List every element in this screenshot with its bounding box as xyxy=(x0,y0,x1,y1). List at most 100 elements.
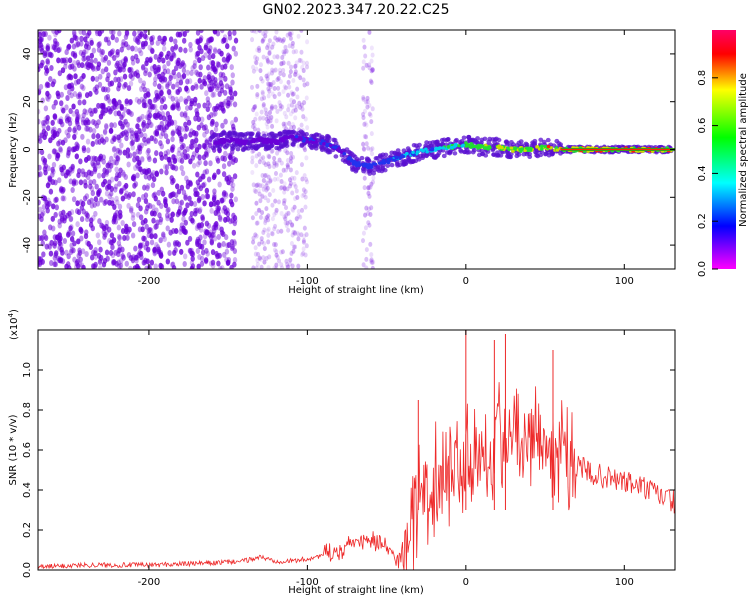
noise-speckle xyxy=(260,193,265,199)
noise-speckle xyxy=(266,174,271,180)
noise-speckle xyxy=(290,263,295,269)
noise-speckle xyxy=(250,84,255,90)
noise-speckle xyxy=(135,72,141,79)
noise-speckle xyxy=(86,169,92,176)
noise-speckle xyxy=(147,71,152,78)
noise-speckle xyxy=(362,185,367,191)
noise-speckle xyxy=(102,128,108,135)
noise-speckle xyxy=(251,119,256,125)
noise-speckle xyxy=(51,78,57,85)
noise-speckle xyxy=(361,262,366,268)
noise-speckle xyxy=(71,180,77,187)
noise-speckle xyxy=(81,147,87,154)
noise-speckle xyxy=(67,146,72,153)
noise-speckle xyxy=(168,36,174,43)
trace-halo xyxy=(350,167,355,172)
noise-speckle xyxy=(202,102,207,109)
trace-halo xyxy=(266,132,272,137)
noise-speckle xyxy=(189,250,194,257)
noise-speckle xyxy=(293,196,298,202)
noise-speckle xyxy=(255,56,260,62)
noise-speckle xyxy=(210,75,216,82)
noise-speckle xyxy=(277,157,282,163)
trace-point xyxy=(228,139,233,143)
noise-speckle xyxy=(41,251,46,258)
noise-speckle xyxy=(117,99,122,106)
noise-speckle xyxy=(96,162,102,169)
noise-speckle xyxy=(251,265,256,269)
noise-speckle xyxy=(146,137,151,144)
noise-speckle xyxy=(93,107,98,114)
noise-speckle xyxy=(233,50,239,57)
noise-speckle xyxy=(296,213,301,219)
noise-speckle xyxy=(117,263,122,269)
noise-speckle xyxy=(134,257,139,264)
noise-speckle xyxy=(135,202,141,209)
noise-speckle xyxy=(197,154,202,161)
noise-speckle xyxy=(135,148,140,155)
noise-speckle xyxy=(231,155,236,162)
trace-halo xyxy=(401,159,407,164)
noise-speckle xyxy=(291,248,296,254)
noise-speckle xyxy=(281,37,286,43)
noise-speckle xyxy=(69,63,75,70)
noise-speckle xyxy=(39,36,44,43)
noise-speckle xyxy=(199,83,204,90)
noise-speckle xyxy=(282,189,287,195)
noise-speckle xyxy=(196,102,202,109)
noise-speckle xyxy=(173,43,179,50)
noise-speckle xyxy=(260,89,265,95)
noise-speckle xyxy=(174,198,180,205)
y-tick-label: 1.0 xyxy=(22,362,33,378)
noise-speckle xyxy=(159,104,165,111)
noise-speckle xyxy=(99,48,104,55)
noise-speckle xyxy=(285,162,290,168)
noise-speckle xyxy=(45,95,50,102)
trace-point xyxy=(373,162,378,166)
noise-speckle xyxy=(169,54,174,61)
noise-speckle xyxy=(69,82,75,89)
spectrogram-y-label: Frequency (Hz) xyxy=(8,112,19,188)
noise-speckle xyxy=(179,144,185,151)
noise-speckle xyxy=(282,214,287,220)
noise-speckle xyxy=(81,264,86,269)
trace-point xyxy=(335,148,340,152)
noise-speckle xyxy=(118,76,124,83)
noise-speckle xyxy=(38,88,42,95)
noise-speckle xyxy=(272,161,277,167)
noise-speckle xyxy=(301,246,306,252)
noise-speckle xyxy=(120,220,125,227)
noise-speckle xyxy=(124,30,130,36)
noise-speckle xyxy=(129,133,135,140)
noise-speckle xyxy=(263,173,268,179)
noise-speckle xyxy=(128,207,134,214)
noise-speckle xyxy=(266,73,271,79)
noise-speckle xyxy=(223,150,228,157)
noise-speckle xyxy=(116,224,122,231)
noise-speckle xyxy=(294,49,299,55)
noise-speckle xyxy=(262,259,267,265)
noise-speckle xyxy=(212,48,218,55)
noise-speckle xyxy=(174,240,180,247)
noise-speckle xyxy=(155,39,161,46)
noise-speckle xyxy=(283,148,288,154)
y-tick-label: 0 xyxy=(22,146,33,152)
noise-speckle xyxy=(261,155,266,161)
noise-speckle xyxy=(74,35,79,42)
noise-speckle xyxy=(97,188,102,195)
trace-halo xyxy=(298,129,304,134)
noise-speckle xyxy=(252,30,257,34)
noise-speckle xyxy=(287,84,292,90)
noise-speckle xyxy=(288,31,293,37)
noise-speckle xyxy=(120,228,126,235)
noise-speckle xyxy=(144,205,150,212)
noise-speckle xyxy=(211,111,216,118)
noise-speckle xyxy=(263,195,268,201)
noise-speckle xyxy=(209,85,215,92)
noise-speckle xyxy=(51,30,56,34)
noise-speckle xyxy=(290,122,295,128)
noise-speckle xyxy=(67,89,72,96)
noise-speckle xyxy=(299,162,304,168)
trace-point xyxy=(509,146,514,150)
noise-speckle xyxy=(364,122,369,128)
